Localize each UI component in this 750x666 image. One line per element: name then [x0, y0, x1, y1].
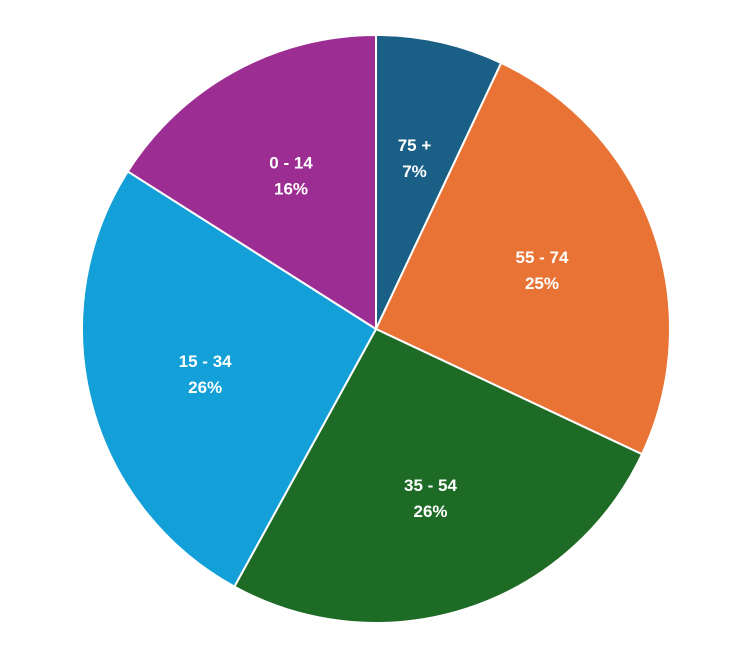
pie-labels: 75 + 7% 55 - 74 25% 35 - 54 26% 15 - 34 26% 0 - …	[179, 136, 569, 521]
slice-percent-label: 16%	[274, 179, 308, 198]
slice-category-label: 55 - 74	[516, 248, 569, 267]
pie-slice-55-74	[374, 61, 671, 456]
slice-percent-label: 26%	[413, 502, 447, 521]
pie-slice-0-14	[126, 33, 377, 331]
slice-category-label: 0 - 14	[269, 153, 313, 172]
pie-slice-75-plus	[375, 33, 503, 330]
pie-slices	[81, 33, 671, 624]
slice-percent-label: 26%	[188, 378, 222, 397]
slice-percent-label: 7%	[402, 162, 427, 181]
slice-category-label: 75 +	[398, 136, 432, 155]
pie-slice-15-34	[81, 170, 378, 588]
slice-category-label: 35 - 54	[404, 476, 457, 495]
slice-percent-label: 25%	[525, 274, 559, 293]
slice-category-label: 15 - 34	[179, 352, 232, 371]
